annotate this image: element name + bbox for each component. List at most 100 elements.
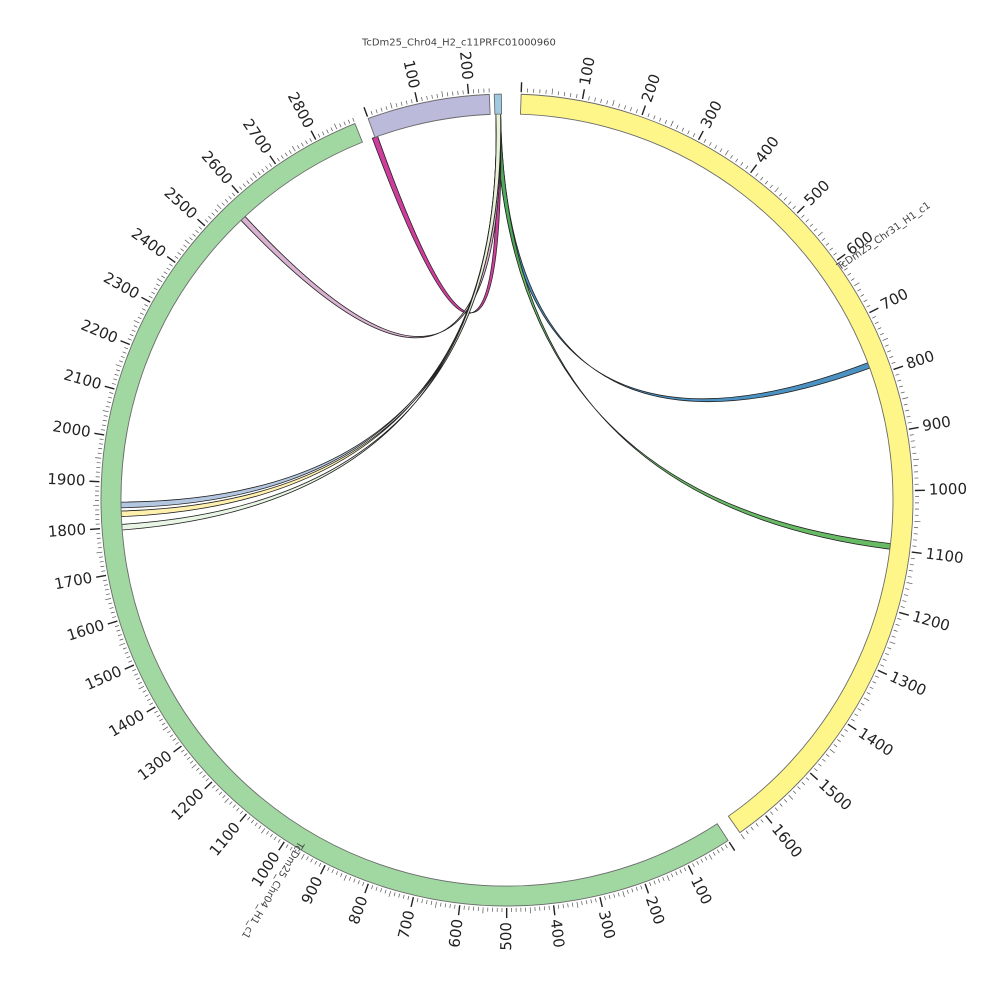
minor-tick (725, 845, 727, 848)
major-tick (415, 92, 417, 102)
minor-tick (552, 89, 553, 95)
minor-tick (864, 698, 869, 701)
minor-tick (113, 379, 117, 380)
tick-label: 100 (576, 55, 599, 86)
minor-tick (319, 863, 321, 867)
major-tick (869, 308, 878, 313)
minor-tick (872, 681, 876, 683)
links-layer (121, 114, 891, 549)
minor-tick (223, 795, 226, 798)
minor-tick (116, 370, 120, 371)
minor-tick (157, 715, 160, 717)
minor-tick (239, 187, 242, 190)
major-tick (167, 257, 175, 263)
minor-tick (106, 594, 110, 595)
tick-label: 2700 (239, 116, 275, 158)
tick-label: 1500 (82, 662, 124, 694)
tick-label: 2200 (78, 316, 120, 347)
minor-tick (253, 173, 257, 178)
minor-tick (586, 900, 587, 904)
minor-tick (258, 172, 260, 175)
major-tick (848, 724, 856, 729)
minor-tick (116, 365, 122, 367)
minor-tick (761, 819, 763, 822)
minor-tick (605, 896, 606, 900)
minor-tick (311, 859, 313, 863)
minor-tick (130, 334, 134, 336)
minor-tick (125, 652, 129, 653)
minor-tick (164, 272, 167, 274)
minor-tick (822, 759, 825, 762)
minor-tick (904, 404, 908, 405)
tick-label: 2300 (100, 269, 142, 303)
minor-tick (901, 392, 905, 393)
major-tick (125, 665, 134, 669)
minor-tick (422, 899, 423, 903)
minor-tick (830, 749, 835, 753)
minor-tick (770, 185, 773, 188)
minor-tick (99, 444, 103, 445)
minor-tick (624, 105, 625, 109)
minor-tick (883, 659, 887, 661)
minor-tick (770, 812, 773, 815)
major-tick (810, 773, 817, 780)
minor-tick (297, 145, 299, 148)
minor-tick (154, 711, 157, 713)
minor-tick (240, 811, 243, 814)
minor-tick (775, 808, 778, 811)
minor-tick (568, 903, 569, 907)
minor-tick (570, 93, 571, 97)
tick-label: 2100 (62, 366, 104, 394)
major-tick (365, 884, 368, 893)
minor-tick (145, 695, 149, 697)
tick-label: 200 (642, 894, 669, 927)
minor-tick (833, 253, 836, 255)
minor-tick (208, 216, 211, 219)
minor-tick (912, 447, 916, 448)
minor-tick (760, 177, 762, 180)
tick-label: 700 (394, 909, 418, 941)
minor-tick (693, 133, 695, 137)
minor-tick (104, 416, 108, 417)
minor-tick (793, 206, 796, 209)
minor-tick (120, 639, 124, 640)
minor-tick (910, 564, 914, 565)
minor-tick (109, 392, 113, 393)
major-tick (894, 366, 903, 369)
minor-tick (671, 873, 673, 877)
ideogram-chr31 (520, 94, 913, 832)
minor-tick (340, 124, 342, 128)
minor-tick (713, 852, 715, 855)
minor-tick (883, 338, 889, 340)
link-4 (121, 114, 501, 508)
minor-tick (892, 636, 896, 637)
minor-tick (206, 778, 209, 781)
minor-tick (132, 330, 136, 332)
minor-tick (837, 739, 840, 741)
minor-tick (897, 618, 901, 619)
minor-tick (435, 902, 436, 908)
minor-tick (601, 99, 602, 103)
minor-tick (861, 703, 864, 705)
minor-tick (775, 188, 779, 193)
minor-tick (406, 101, 407, 105)
minor-tick (908, 422, 912, 423)
minor-tick (880, 665, 884, 667)
minor-tick (376, 109, 377, 113)
minor-tick (682, 128, 684, 132)
minor-tick (751, 827, 753, 830)
minor-tick (390, 103, 392, 109)
minor-tick (442, 91, 443, 97)
major-tick (878, 670, 887, 674)
minor-tick (676, 872, 678, 876)
minor-tick (318, 134, 320, 138)
minor-tick (215, 209, 218, 212)
minor-tick (826, 754, 829, 756)
minor-tick (746, 166, 748, 169)
tick-label: 1100 (924, 544, 964, 567)
segment-name-chr31: TcDm25_Chr31_H1_c1 (835, 200, 933, 273)
minor-tick (151, 292, 154, 294)
minor-tick (715, 145, 717, 148)
minor-tick (123, 352, 127, 353)
minor-tick (212, 213, 215, 216)
